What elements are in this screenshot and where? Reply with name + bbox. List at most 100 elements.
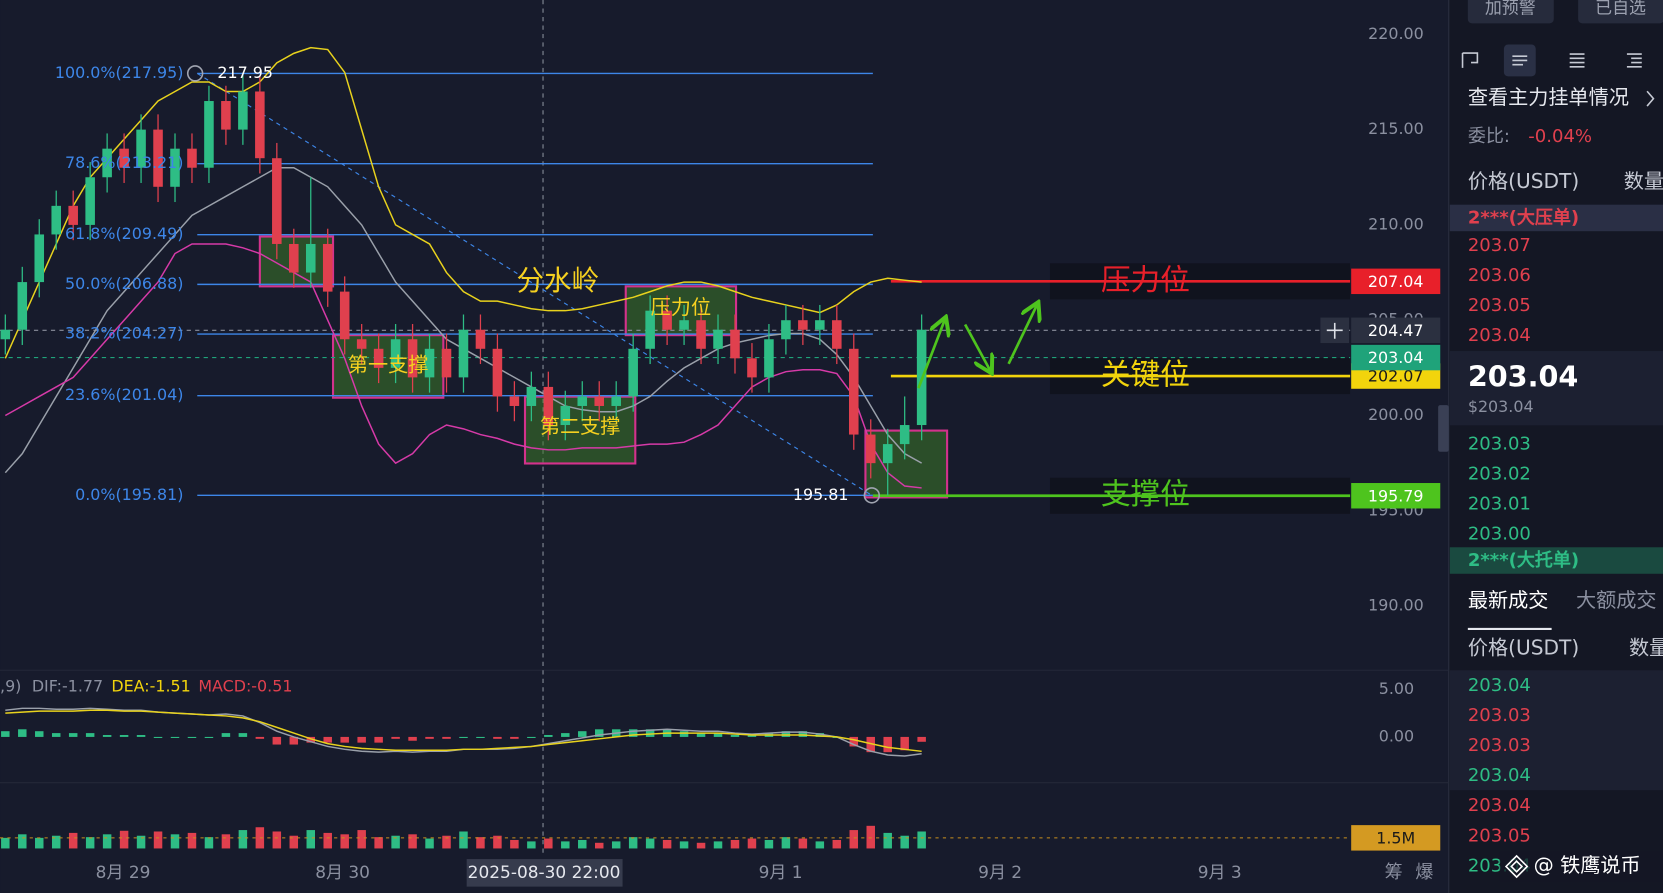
volume-tag (1351, 825, 1441, 851)
zone-label: 第一支撑 (348, 352, 429, 376)
level-label: 压力位 (1101, 263, 1190, 298)
volume-bar (866, 825, 875, 849)
candle-body (102, 148, 112, 178)
y-tick-label: 210.00 (1368, 214, 1424, 233)
price-tag-label: 204.47 (1368, 321, 1424, 340)
sidebar-button[interactable] (1467, 0, 1554, 24)
volume-bar (35, 837, 44, 849)
volume-bar (561, 841, 570, 849)
candle-body (764, 339, 774, 378)
macd-bar (628, 729, 638, 737)
big-ask: 2***(大压单) (1468, 206, 1579, 228)
volume-bar (289, 835, 299, 849)
volume-bar (764, 839, 774, 849)
zone-box (523, 395, 637, 465)
macd-bar (68, 733, 78, 737)
macd-bar (510, 736, 519, 739)
volume-bar (18, 834, 27, 849)
column-header: 数量 (1624, 169, 1663, 193)
fib-label: 61.8%(209.49) (65, 224, 183, 243)
macd-bar (798, 731, 808, 737)
volume-bar (136, 835, 146, 849)
tool-icon[interactable] (1626, 53, 1642, 68)
macd-bar (408, 736, 417, 741)
collapse-handle[interactable] (1438, 405, 1449, 452)
candle-body (390, 339, 401, 368)
volume-bar (849, 830, 859, 849)
macd-bar (306, 736, 316, 743)
macd-bar (187, 736, 197, 738)
candle-body (696, 320, 706, 349)
zone-label: 第二支撑 (540, 414, 621, 438)
macd-bar (900, 736, 909, 751)
tool-icon[interactable] (1569, 53, 1585, 68)
price-tag (1351, 317, 1441, 344)
tool-icon[interactable] (1512, 55, 1528, 66)
bid-price: 203.02 (1468, 463, 1531, 484)
candle-body (628, 348, 638, 397)
macd-legend: DIF:-1.77 (32, 677, 103, 696)
candle-body (475, 329, 486, 349)
candle-body (153, 129, 163, 187)
indicator-line (5, 709, 922, 753)
macd-bar (1, 731, 10, 737)
fib-label: 38.2%(204.27) (65, 324, 183, 343)
candle-body (645, 310, 655, 349)
tab[interactable]: 最新成交 (1468, 588, 1549, 612)
sidebar-button-label: 已自选 (1595, 0, 1646, 17)
tool-icon[interactable] (1461, 52, 1479, 68)
macd-bar (357, 736, 366, 743)
macd-bar (51, 733, 61, 737)
volume-bar (544, 838, 553, 849)
candle-body (798, 320, 808, 330)
sidebar-button[interactable] (1578, 0, 1663, 24)
column-header: 价格(USDT) (1468, 169, 1579, 193)
macd-bar (561, 733, 570, 737)
indicator-line (4, 46, 922, 359)
ask-price: 203.04 (1468, 325, 1531, 346)
candle-body (848, 348, 859, 435)
price-tag-label: 195.79 (1368, 486, 1424, 505)
candle-body (713, 329, 723, 349)
tab[interactable]: 大额成交 (1576, 588, 1657, 612)
volume-bar (153, 831, 163, 849)
corner-button[interactable]: 筹 (1385, 862, 1403, 883)
macd-bar (696, 733, 706, 737)
last-price-row (1449, 351, 1663, 426)
candle-body (221, 101, 231, 130)
zone-label: 压力位 (651, 295, 711, 319)
macd-bar (204, 736, 214, 738)
candle-body (543, 386, 554, 426)
candle-body (441, 348, 452, 378)
y-tick-label: 220.00 (1368, 24, 1424, 43)
candle-body (424, 348, 435, 378)
fib-label: 100.0%(217.95) (55, 63, 184, 82)
volume-bar (713, 841, 723, 849)
fib-label: 50.0%(206.88) (65, 274, 183, 293)
column-header: 数量 (1629, 636, 1663, 660)
candle-body (305, 243, 316, 273)
candle-body (255, 91, 265, 159)
volume-bar (594, 842, 604, 849)
x-tick-label: 9月 1 (759, 862, 803, 882)
macd-bar (102, 735, 112, 737)
level-label: 支撑位 (1101, 477, 1190, 512)
candle-body (119, 148, 129, 168)
candle-body (509, 396, 520, 406)
macd-bar (221, 733, 231, 737)
volume-bar (476, 837, 485, 849)
macd-bar (527, 736, 536, 738)
volume-bar (391, 835, 400, 849)
corner-button[interactable]: 爆 (1415, 862, 1433, 883)
x-tick-label: 9月 2 (978, 862, 1022, 882)
candle-body (136, 129, 146, 168)
candle-body (611, 396, 621, 406)
depth-link[interactable]: 查看主力挂单情况 (1468, 85, 1629, 109)
crosshair-label-bg (466, 859, 623, 887)
macd-bar (153, 736, 163, 738)
macd-bar (18, 729, 27, 737)
volume-bar (611, 841, 621, 849)
volume-bar (85, 837, 95, 849)
macd-bar (578, 731, 587, 737)
